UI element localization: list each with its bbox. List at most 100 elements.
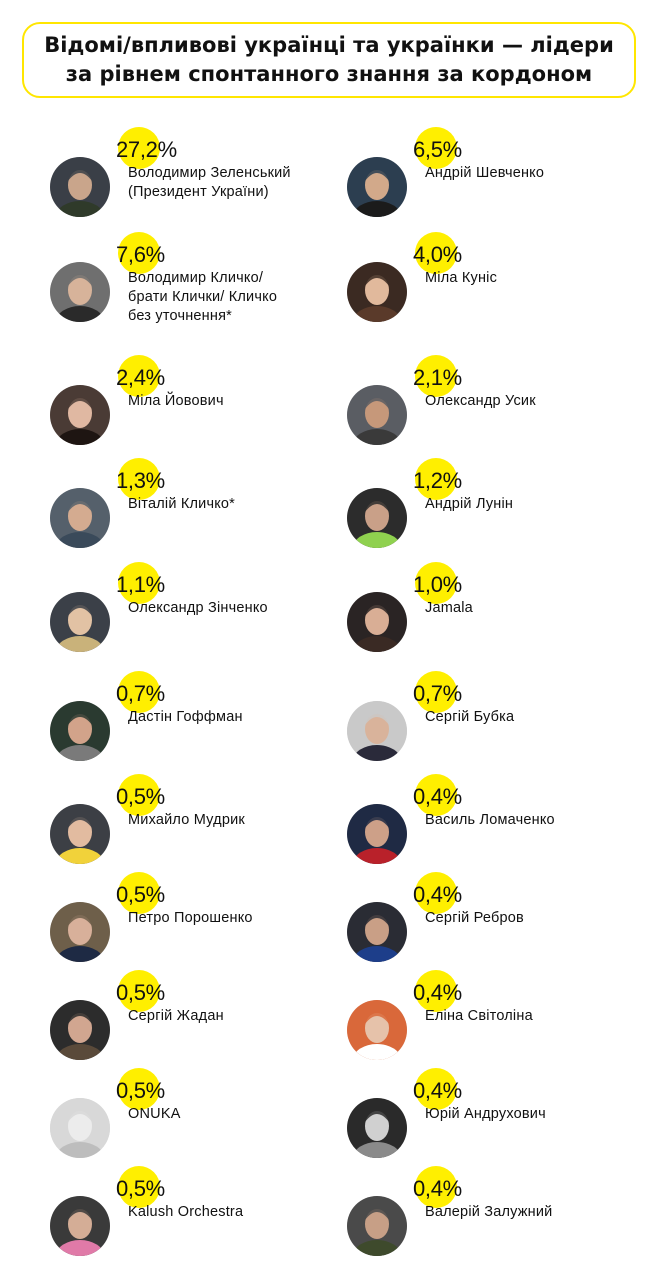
person-item: 0,4% Валерій Залужний xyxy=(347,1166,647,1261)
person-name: Олександр Усик xyxy=(425,393,536,409)
person-item: 0,5% ONUKA xyxy=(50,1068,350,1163)
percent-value: 1,1% xyxy=(116,572,165,597)
percent-badge: 2,1% xyxy=(413,355,462,399)
percent-value: 0,4% xyxy=(413,882,462,907)
person-photo-icon xyxy=(50,902,110,962)
percent-highlight-circle xyxy=(118,127,160,169)
person-photo-icon xyxy=(347,262,407,322)
percent-badge: 1,2% xyxy=(413,458,462,502)
person-photo-icon xyxy=(347,1196,407,1256)
person-name: Kalush Orchestra xyxy=(128,1204,244,1220)
person-photo-icon xyxy=(347,701,407,761)
person-item: 1,1% Олександр Зінченко xyxy=(50,562,350,657)
percent-badge: 0,4% xyxy=(413,774,462,818)
person-item: 0,7% Дастін Гоффман xyxy=(50,671,350,766)
person-photo-icon xyxy=(347,157,407,217)
person-photo-icon xyxy=(347,592,407,652)
percent-value: 0,5% xyxy=(116,1078,165,1103)
percent-value: 0,5% xyxy=(116,1176,165,1201)
person-photo-icon xyxy=(50,1000,110,1060)
percent-highlight-circle xyxy=(118,1166,160,1208)
percent-value: 0,7% xyxy=(116,681,165,706)
person-name: Василь Ломаченко xyxy=(425,812,555,828)
person-item: 0,5% Михайло Мудрик xyxy=(50,774,350,869)
percent-value: 7,6% xyxy=(116,242,165,267)
percent-badge: 2,4% xyxy=(116,355,165,399)
percent-badge: 0,5% xyxy=(116,1068,165,1112)
percent-highlight-circle xyxy=(118,671,160,713)
person-photo-icon xyxy=(50,592,110,652)
percent-highlight-circle xyxy=(415,355,457,397)
person-photo-icon xyxy=(347,488,407,548)
percent-badge: 0,7% xyxy=(413,671,462,715)
percent-value: 4,0% xyxy=(413,242,462,267)
percent-badge: 0,4% xyxy=(413,970,462,1014)
percent-highlight-circle xyxy=(118,872,160,914)
person-photo-icon xyxy=(347,1098,407,1158)
person-photo-icon xyxy=(50,1098,110,1158)
percent-value: 0,4% xyxy=(413,784,462,809)
percent-highlight-circle xyxy=(415,232,457,274)
percent-highlight-circle xyxy=(415,127,457,169)
percent-badge: 0,4% xyxy=(413,1166,462,1210)
person-photo-icon xyxy=(347,902,407,962)
percent-highlight-circle xyxy=(118,562,160,604)
page-title: Відомі/впливові українці та українки — л… xyxy=(44,33,614,86)
percent-highlight-circle xyxy=(118,774,160,816)
percent-badge: 0,5% xyxy=(116,970,165,1014)
person-item: 0,4% Сергій Ребров xyxy=(347,872,647,967)
percent-badge: 0,7% xyxy=(116,671,165,715)
person-photo-icon xyxy=(50,385,110,445)
percent-value: 0,7% xyxy=(413,681,462,706)
percent-value: 6,5% xyxy=(413,137,462,162)
person-name: Володимир Зеленський (Президент України) xyxy=(128,165,291,200)
person-name: Міла Йовович xyxy=(128,393,224,409)
person-name: Дастін Гоффман xyxy=(128,709,243,725)
percent-value: 0,4% xyxy=(413,1078,462,1103)
person-item: 2,4% Міла Йовович xyxy=(50,355,350,450)
percent-highlight-circle xyxy=(118,970,160,1012)
percent-value: 27,2% xyxy=(116,137,177,162)
percent-value: 1,2% xyxy=(413,468,462,493)
percent-highlight-circle xyxy=(415,1068,457,1110)
percent-badge: 0,5% xyxy=(116,774,165,818)
percent-badge: 1,3% xyxy=(116,458,165,502)
person-item: 6,5% Андрій Шевченко xyxy=(347,127,647,222)
person-item: 0,4% Юрій Андрухович xyxy=(347,1068,647,1163)
person-name: Андрій Лунін xyxy=(425,496,514,512)
person-photo-icon xyxy=(347,804,407,864)
person-name: Jamala xyxy=(425,600,473,616)
percent-badge: 0,5% xyxy=(116,872,165,916)
percent-highlight-circle xyxy=(415,562,457,604)
person-photo-icon xyxy=(50,1196,110,1256)
percent-badge: 1,1% xyxy=(116,562,165,606)
percent-value: 0,5% xyxy=(116,980,165,1005)
percent-highlight-circle xyxy=(118,1068,160,1110)
percent-highlight-circle xyxy=(118,232,160,274)
person-name: Петро Порошенко xyxy=(128,910,253,926)
person-item: 0,5% Сергій Жадан xyxy=(50,970,350,1065)
person-item: 27,2% Володимир Зеленський (Президент Укр… xyxy=(50,127,350,222)
person-photo-icon xyxy=(50,701,110,761)
person-name: Валерій Залужний xyxy=(425,1204,553,1220)
percent-value: 0,4% xyxy=(413,1176,462,1201)
percent-badge: 27,2% xyxy=(116,127,177,171)
person-item: 4,0% Міла Куніс xyxy=(347,232,647,327)
percent-value: 0,5% xyxy=(116,882,165,907)
percent-highlight-circle xyxy=(415,671,457,713)
percent-highlight-circle xyxy=(415,1166,457,1208)
person-name: Сергій Ребров xyxy=(425,910,524,926)
person-name: Олександр Зінченко xyxy=(128,600,268,616)
percent-highlight-circle xyxy=(118,355,160,397)
percent-highlight-circle xyxy=(415,970,457,1012)
percent-badge: 1,0% xyxy=(413,562,462,606)
person-item: 0,5% Kalush Orchestra xyxy=(50,1166,350,1261)
person-name: Еліна Світоліна xyxy=(425,1008,533,1024)
person-name: Віталій Кличко* xyxy=(128,496,236,512)
percent-value: 1,0% xyxy=(413,572,462,597)
person-name: Володимир Кличко/ брати Клички/ Кличко б… xyxy=(128,270,278,324)
percent-highlight-circle xyxy=(118,458,160,500)
person-item: 0,4% Василь Ломаченко xyxy=(347,774,647,869)
percent-badge: 0,5% xyxy=(116,1166,165,1210)
percent-value: 1,3% xyxy=(116,468,165,493)
